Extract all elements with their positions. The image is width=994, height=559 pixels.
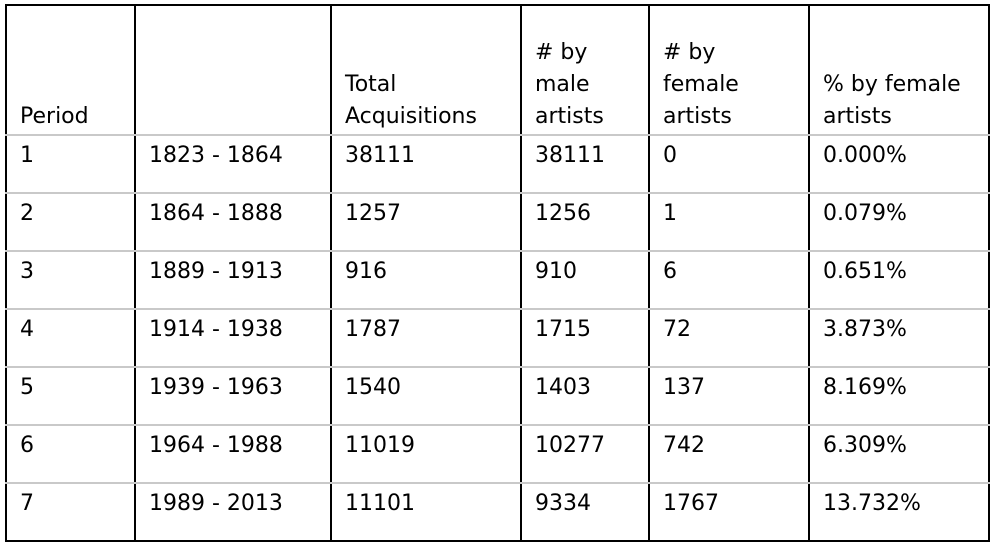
column-header-line: female [663,72,739,97]
column-header-female-artists: # by female artists [648,4,810,136]
table-cell-period: 3 [5,250,136,310]
table-cell-period: 2 [5,192,136,252]
table-cell-male-artists: 1715 [520,308,650,368]
table-row: 3 1889 - 1913 916 910 6 0.651% [5,250,990,310]
table-cell-male-artists: 9334 [520,482,650,542]
table-cell-female-percent: 0.000% [808,134,990,194]
column-header-male-artists: # by male artists [520,4,650,136]
table-cell-male-artists: 1403 [520,366,650,426]
table-cell-total-acquisitions: 916 [330,250,522,310]
table-cell-period: 5 [5,366,136,426]
table-cell-years: 1989 - 2013 [134,482,332,542]
column-header-line: male [535,72,590,97]
table-cell-female-artists: 1 [648,192,810,252]
table-cell-years: 1889 - 1913 [134,250,332,310]
column-header-total-acquisitions: Total Acquisitions [330,4,522,136]
table-cell-female-percent: 13.732% [808,482,990,542]
table-cell-female-artists: 742 [648,424,810,484]
table-row: 4 1914 - 1938 1787 1715 72 3.873% [5,308,990,368]
column-header-line: Total [345,72,397,97]
column-header-years [134,4,332,136]
table-cell-period: 4 [5,308,136,368]
column-header-line: artists [535,104,604,129]
column-header-female-percent: % by female artists [808,4,990,136]
table-cell-female-percent: 0.079% [808,192,990,252]
table-cell-period: 7 [5,482,136,542]
table-row: 5 1939 - 1963 1540 1403 137 8.169% [5,366,990,426]
table-cell-period: 6 [5,424,136,484]
table-cell-years: 1823 - 1864 [134,134,332,194]
table-cell-female-percent: 6.309% [808,424,990,484]
table-cell-male-artists: 38111 [520,134,650,194]
header-row: Period Total Acquisitions # by male artists # … [5,4,990,136]
column-header-line: artists [663,104,732,129]
table-cell-female-percent: 8.169% [808,366,990,426]
table-cell-period: 1 [5,134,136,194]
table-cell-total-acquisitions: 11019 [330,424,522,484]
table-cell-female-artists: 6 [648,250,810,310]
acquisitions-table-container: Period Total Acquisitions # by male artists # … [5,4,990,542]
table-cell-male-artists: 1256 [520,192,650,252]
table-cell-male-artists: 910 [520,250,650,310]
table-row: 2 1864 - 1888 1257 1256 1 0.079% [5,192,990,252]
table-cell-years: 1914 - 1938 [134,308,332,368]
table-cell-years: 1964 - 1988 [134,424,332,484]
column-header-line: artists [823,104,892,129]
table-cell-female-artists: 72 [648,308,810,368]
table-cell-female-percent: 3.873% [808,308,990,368]
table-cell-male-artists: 10277 [520,424,650,484]
table-cell-female-artists: 137 [648,366,810,426]
table-cell-total-acquisitions: 11101 [330,482,522,542]
table-cell-years: 1864 - 1888 [134,192,332,252]
table-row: 1 1823 - 1864 38111 38111 0 0.000% [5,134,990,194]
table-row: 6 1964 - 1988 11019 10277 742 6.309% [5,424,990,484]
table-cell-total-acquisitions: 38111 [330,134,522,194]
column-header-period: Period [5,4,136,136]
table-cell-total-acquisitions: 1787 [330,308,522,368]
acquisitions-table: Period Total Acquisitions # by male artists # … [5,4,990,542]
table-cell-female-percent: 0.651% [808,250,990,310]
table-cell-female-artists: 1767 [648,482,810,542]
table-cell-total-acquisitions: 1540 [330,366,522,426]
table-cell-years: 1939 - 1963 [134,366,332,426]
column-header-line: # by [663,40,716,65]
table-cell-female-artists: 0 [648,134,810,194]
column-header-line: # by [535,40,588,65]
table-body: 1 1823 - 1864 38111 38111 0 0.000% 2 1864 - 188… [5,134,990,542]
column-header-line: % by female [823,72,961,97]
column-header-line: Acquisitions [345,104,477,129]
table-row: 7 1989 - 2013 11101 9334 1767 13.732% [5,482,990,542]
table-cell-total-acquisitions: 1257 [330,192,522,252]
column-header-line: Period [20,104,89,129]
